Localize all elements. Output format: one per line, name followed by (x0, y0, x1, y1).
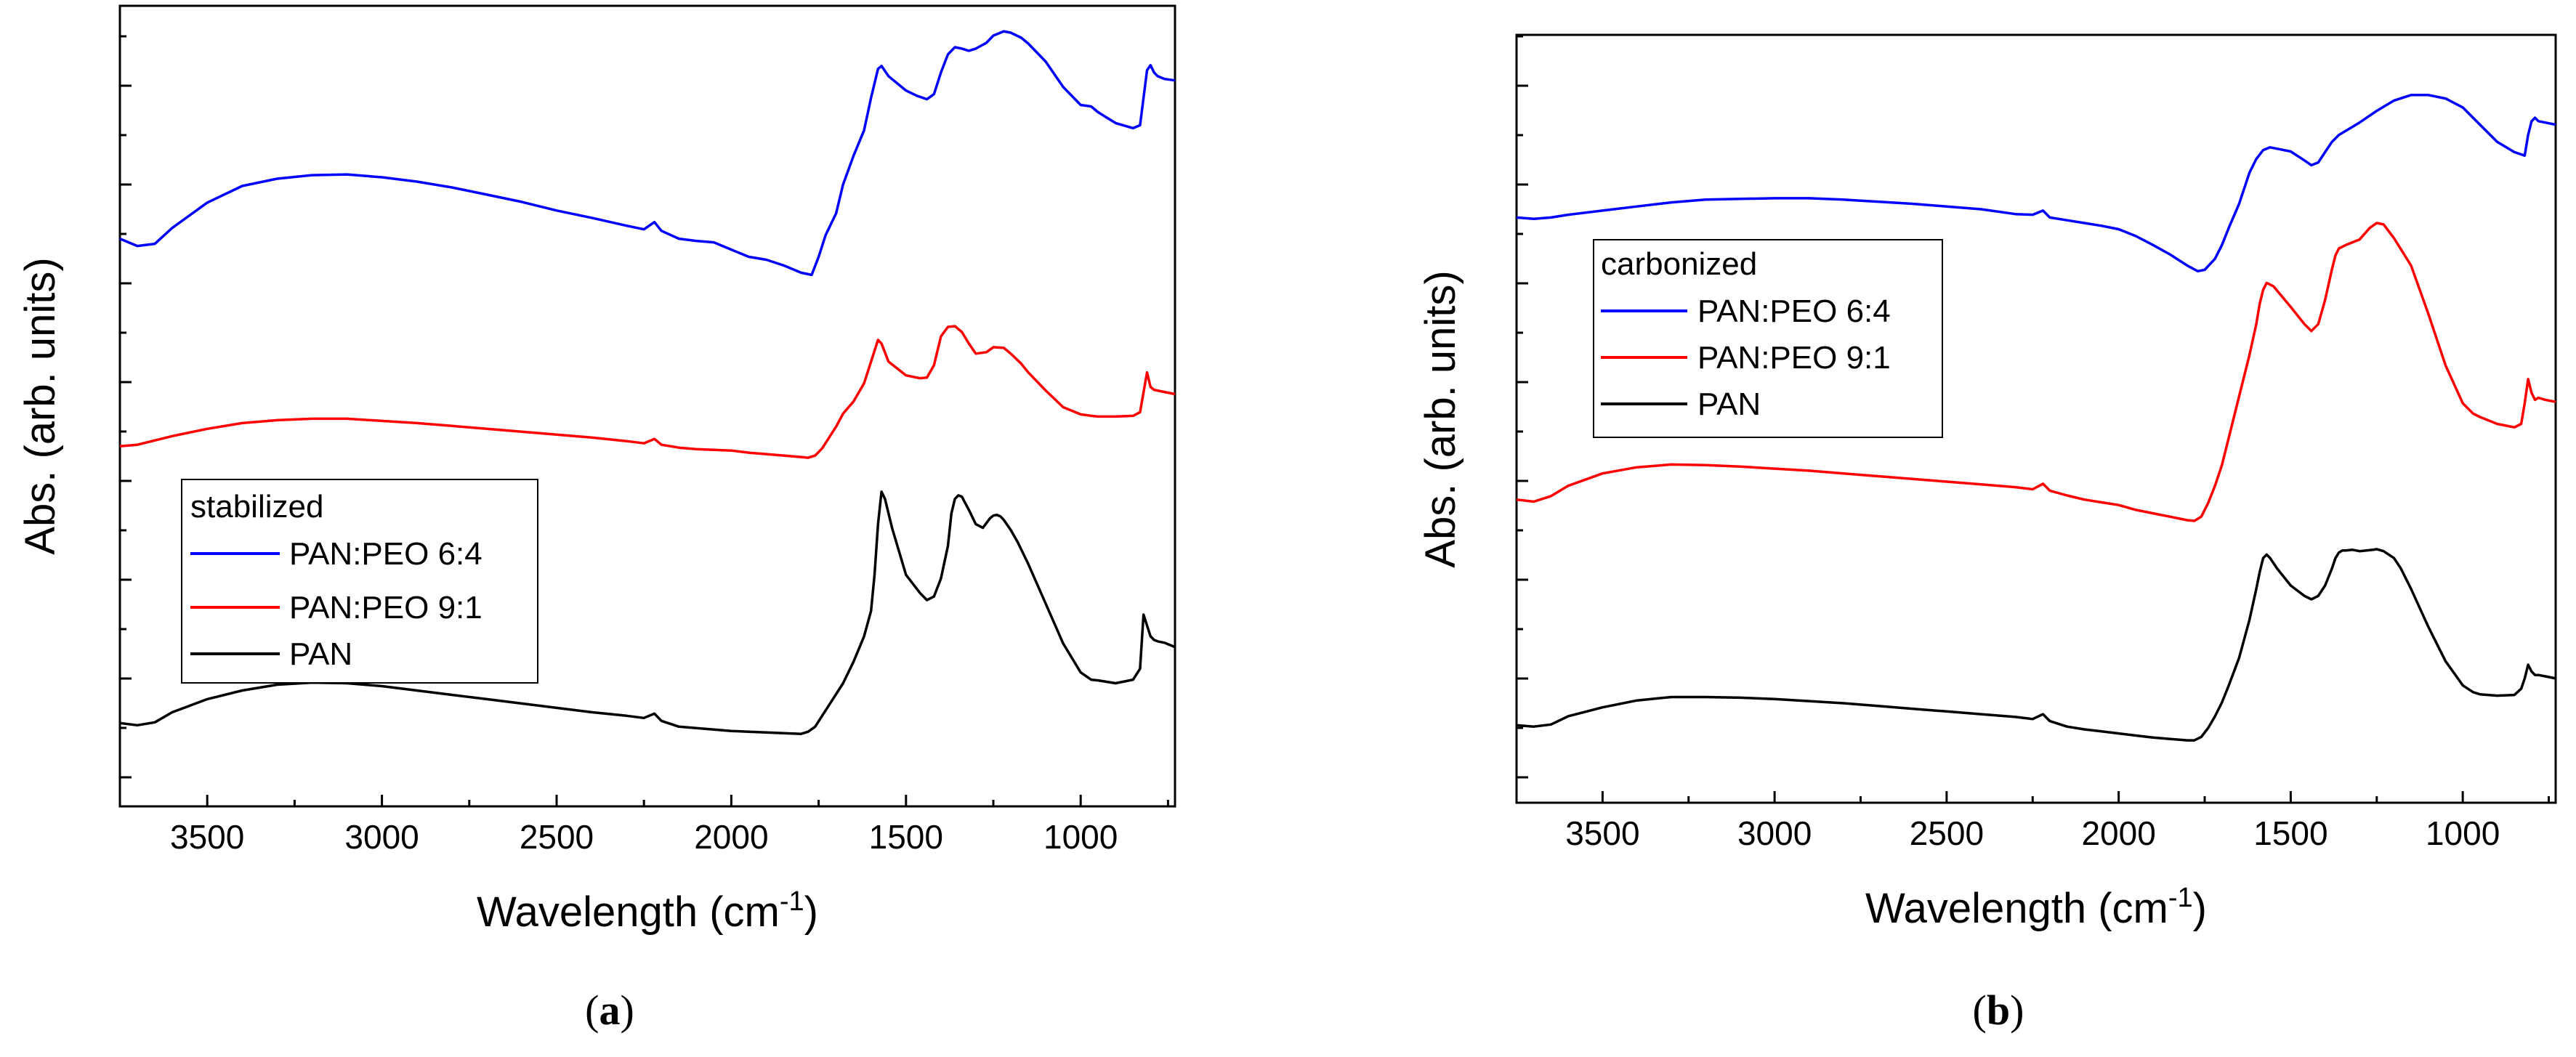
panel-b-y-axis-title: Abs. (arb. units) (1417, 270, 1464, 567)
panel-a: 3500 3000 2500 2000 1500 1000 Abs. (arb. unit… (17, 4, 1176, 1034)
panel-a-legend-entry-2: PAN:PEO 9:1 (289, 590, 483, 625)
panel-a-y-axis-title: Abs. (arb. units) (17, 257, 64, 554)
panel-b-x-axis-title: Wavelength (cm-1) (1865, 883, 2207, 932)
x-tick-label-2500: 2500 (520, 818, 594, 856)
panel-b-x-ticks (1601, 791, 2551, 803)
series-line-pan-peo-6-4 (119, 30, 1176, 277)
x-tick-label-2000: 2000 (2081, 814, 2155, 852)
panel-a-x-tick-labels: 3500 3000 2500 2000 1500 1000 (170, 818, 1118, 856)
series-line-pan-peo-9-1 (119, 325, 1176, 459)
panel-a-legend-entry-1: PAN:PEO 6:4 (289, 536, 483, 572)
panel-b-frame (1515, 33, 2557, 804)
panel-a-x-axis-title: Wavelength (cm-1) (477, 886, 818, 936)
panel-b-legend: carbonized PAN:PEO 6:4 PAN:PEO 9:1 PAN (1593, 239, 1943, 438)
panel-a-series (119, 30, 1176, 735)
panel-b-label-open: ( (1973, 987, 1987, 1034)
x-tick-label-1500: 1500 (2253, 814, 2327, 852)
panel-b-series (1516, 94, 2556, 742)
x-tick-label-3500: 3500 (170, 818, 244, 856)
panel-b-legend-entry-2: PAN:PEO 9:1 (1697, 340, 1891, 376)
panel-b: 3500 3000 2500 2000 1500 1000 Abs. (arb. unit… (1417, 33, 2557, 1034)
panel-a-label: (a) (585, 987, 634, 1034)
panel-a-x-ticks (206, 795, 1169, 806)
panel-a-label-close: ) (621, 987, 634, 1034)
panel-b-x-axis-title-main: Wavelength (cm (1865, 885, 2168, 932)
series-line-pan (1516, 548, 2556, 742)
series-line-pan-peo-9-1 (1516, 222, 2556, 522)
panel-a-label-letter: a (599, 987, 621, 1034)
x-tick-label-3000: 3000 (1737, 814, 1812, 852)
panel-a-label-open: ( (585, 987, 599, 1034)
x-tick-label-3000: 3000 (344, 818, 419, 856)
panel-b-x-axis-title-suffix: ) (2193, 885, 2207, 932)
panel-b-legend-title: carbonized (1601, 246, 1757, 282)
panel-a-x-axis-title-sup: -1 (780, 886, 804, 917)
x-tick-label-1500: 1500 (869, 818, 943, 856)
series-line-pan (119, 490, 1176, 735)
panel-a-legend-entry-3: PAN (289, 636, 352, 672)
x-tick-label-1000: 1000 (2426, 814, 2500, 852)
x-tick-label-2000: 2000 (694, 818, 768, 856)
panel-b-label: (b) (1973, 987, 2024, 1034)
panel-b-x-axis-title-sup: -1 (2168, 883, 2193, 913)
panel-b-x-tick-labels: 3500 3000 2500 2000 1500 1000 (1565, 814, 2500, 852)
panel-b-legend-entry-3: PAN (1697, 386, 1761, 422)
panel-a-frame (118, 4, 1176, 808)
panel-a-x-axis-title-suffix: ) (804, 888, 818, 936)
x-tick-label-3500: 3500 (1565, 814, 1639, 852)
panel-a-y-ticks (120, 35, 132, 779)
x-tick-label-2500: 2500 (1910, 814, 1984, 852)
panel-a-x-axis-title-main: Wavelength (cm (477, 888, 780, 936)
panel-b-label-close: ) (2010, 987, 2024, 1034)
panel-b-label-letter: b (1987, 987, 2010, 1034)
x-tick-label-1000: 1000 (1043, 818, 1118, 856)
panel-a-legend: stabilized PAN:PEO 6:4 PAN:PEO 9:1 PAN (181, 479, 538, 684)
series-line-pan-peo-6-4 (1516, 94, 2556, 273)
panel-a-legend-title: stabilized (190, 489, 323, 525)
panel-b-legend-entry-1: PAN:PEO 6:4 (1697, 293, 1891, 329)
panel-b-y-ticks (1517, 35, 1528, 779)
panel-a-legend-box (181, 479, 538, 684)
